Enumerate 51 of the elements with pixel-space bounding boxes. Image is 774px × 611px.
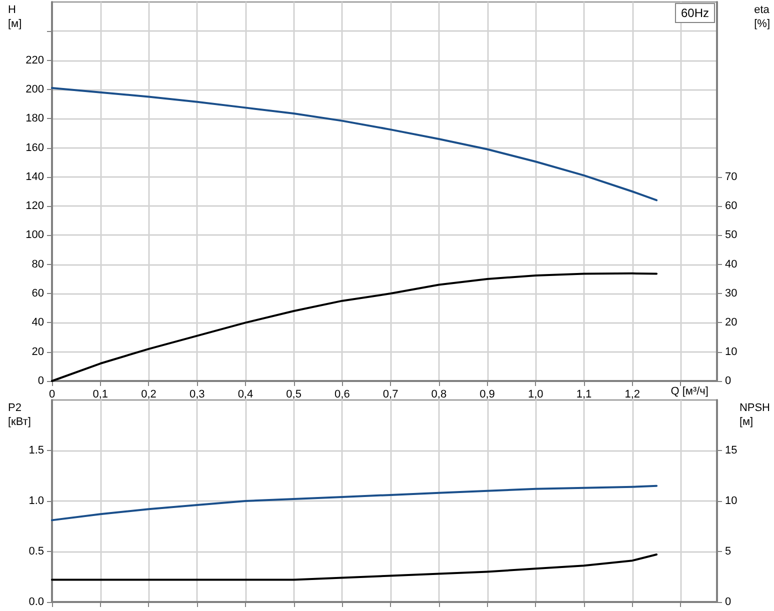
line-series	[51, 87, 658, 202]
x-tick-label: 0,6	[334, 388, 350, 400]
y-tick-label: 100	[26, 229, 44, 242]
y-tick-label: 200	[26, 83, 44, 96]
y2-tick-label: 50	[725, 229, 738, 242]
x-tick-label: 0,7	[382, 388, 398, 400]
x-tick-label: 0,9	[480, 388, 495, 400]
x-tick-label: 1,2	[624, 388, 640, 400]
y-tick-label: 1.0	[28, 495, 44, 507]
y-tick-label: 0	[38, 375, 44, 387]
x-tick-label: 0,8	[431, 388, 447, 400]
y-axis-title: P2 [кВт]	[8, 402, 31, 428]
y2-tick-label: 60	[725, 200, 738, 212]
x-axis-title: Q [м³/ч]	[670, 386, 708, 398]
x-tick-label: 1,0	[528, 388, 544, 400]
y-tick-label: 40	[32, 316, 44, 329]
x-tick-label: 1,1	[576, 388, 592, 400]
x-tick-label: 0,1	[92, 388, 108, 400]
y2-tick-label: 0	[725, 596, 732, 608]
y2-tick-label: 70	[725, 170, 738, 183]
y-tick-label: 20	[32, 346, 44, 358]
y-tick-label: 180	[26, 112, 44, 125]
annotation: 60Hz	[680, 6, 709, 20]
y-tick-label: 140	[26, 170, 44, 183]
x-tick-label: 0,4	[238, 388, 254, 400]
y2-tick-label: 30	[725, 288, 738, 300]
y-tick-label: 0.0	[28, 596, 44, 608]
y-tick-label: 80	[32, 258, 44, 270]
y2-tick-label: 5	[725, 546, 732, 558]
line-series	[51, 484, 658, 522]
y2-tick-label: 40	[725, 258, 738, 270]
x-tick-label: 0,5	[286, 388, 302, 400]
y-tick-label: 60	[32, 288, 44, 300]
line-series	[51, 554, 658, 581]
y-tick-label: 220	[26, 54, 44, 66]
line-series	[51, 272, 658, 382]
y-tick-label: 120	[26, 200, 44, 212]
y2-axis-title: eta [%]	[754, 4, 770, 30]
x-tick-label: 0,3	[189, 388, 205, 400]
y2-tick-label: 20	[725, 316, 738, 329]
x-tick-label: 0,2	[141, 388, 156, 400]
y-axis-title: H [м]	[8, 4, 22, 30]
x-tick-label: 0	[48, 388, 56, 400]
y-tick-label: 1.5	[28, 444, 44, 456]
y2-tick-label: 0	[725, 375, 732, 387]
y2-tick-label: 10	[725, 346, 738, 358]
y2-axis-title: NPSH [м]	[739, 402, 770, 428]
y2-tick-label: 15	[725, 444, 738, 456]
y-tick-label: 0.5	[28, 546, 44, 558]
y-tick-label: 160	[26, 142, 44, 154]
y2-tick-label: 10	[725, 495, 738, 507]
